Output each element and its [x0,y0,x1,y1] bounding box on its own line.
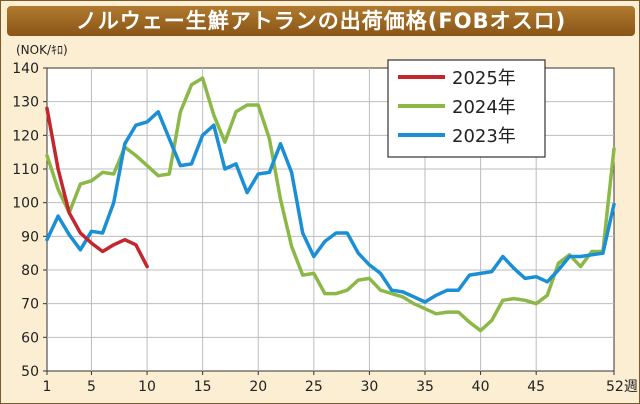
x-tick-label-45: 45 [527,379,545,395]
y-tick-label-140: 140 [12,61,39,77]
y-axis: 50 60 70 80 90 100 110 120 130 140 [12,61,47,380]
x-tick-label-52: 52週 [606,379,638,395]
title-banner: ノルウェー生鮮アトランの出荷価格(FOBオスロ) [7,6,635,36]
y-tick-label-50: 50 [21,364,39,380]
y-tick-label-120: 120 [12,128,39,144]
series-line-2024 [45,76,616,333]
x-tick-label-5: 5 [87,379,96,395]
x-axis: 1 5 10 15 20 25 30 35 40 45 52週 [43,371,638,395]
series-lines [45,76,616,333]
y-tick-label-90: 90 [21,229,39,245]
x-tick-label-10: 10 [138,379,156,395]
y-tick-label-60: 60 [21,330,39,346]
series-line-2023 [45,110,616,304]
x-tick-label-35: 35 [416,379,434,395]
y-tick-label-110: 110 [12,162,39,178]
legend: 2025年 2024年 2023年 [387,59,546,158]
x-tick-label-15: 15 [194,379,212,395]
x-tick-label-20: 20 [249,379,267,395]
x-tick-label-30: 30 [360,379,378,395]
x-tick-label-25: 25 [305,379,323,395]
chart-title: ノルウェー生鮮アトランの出荷価格(FOBオスロ) [75,9,567,33]
y-tick-label-70: 70 [21,297,39,313]
legend-label-2024: 2024年 [452,97,516,118]
y-axis-unit-label: (NOK/ｷﾛ) [16,43,68,57]
legend-label-2023: 2023年 [452,126,516,147]
x-tick-label-40: 40 [472,379,490,395]
y-tick-label-130: 130 [12,95,39,111]
x-tick-label-1: 1 [43,379,52,395]
y-tick-label-100: 100 [12,196,39,212]
legend-label-2025: 2025年 [452,68,516,89]
series-line-2025 [45,106,149,269]
y-tick-label-80: 80 [21,263,39,279]
